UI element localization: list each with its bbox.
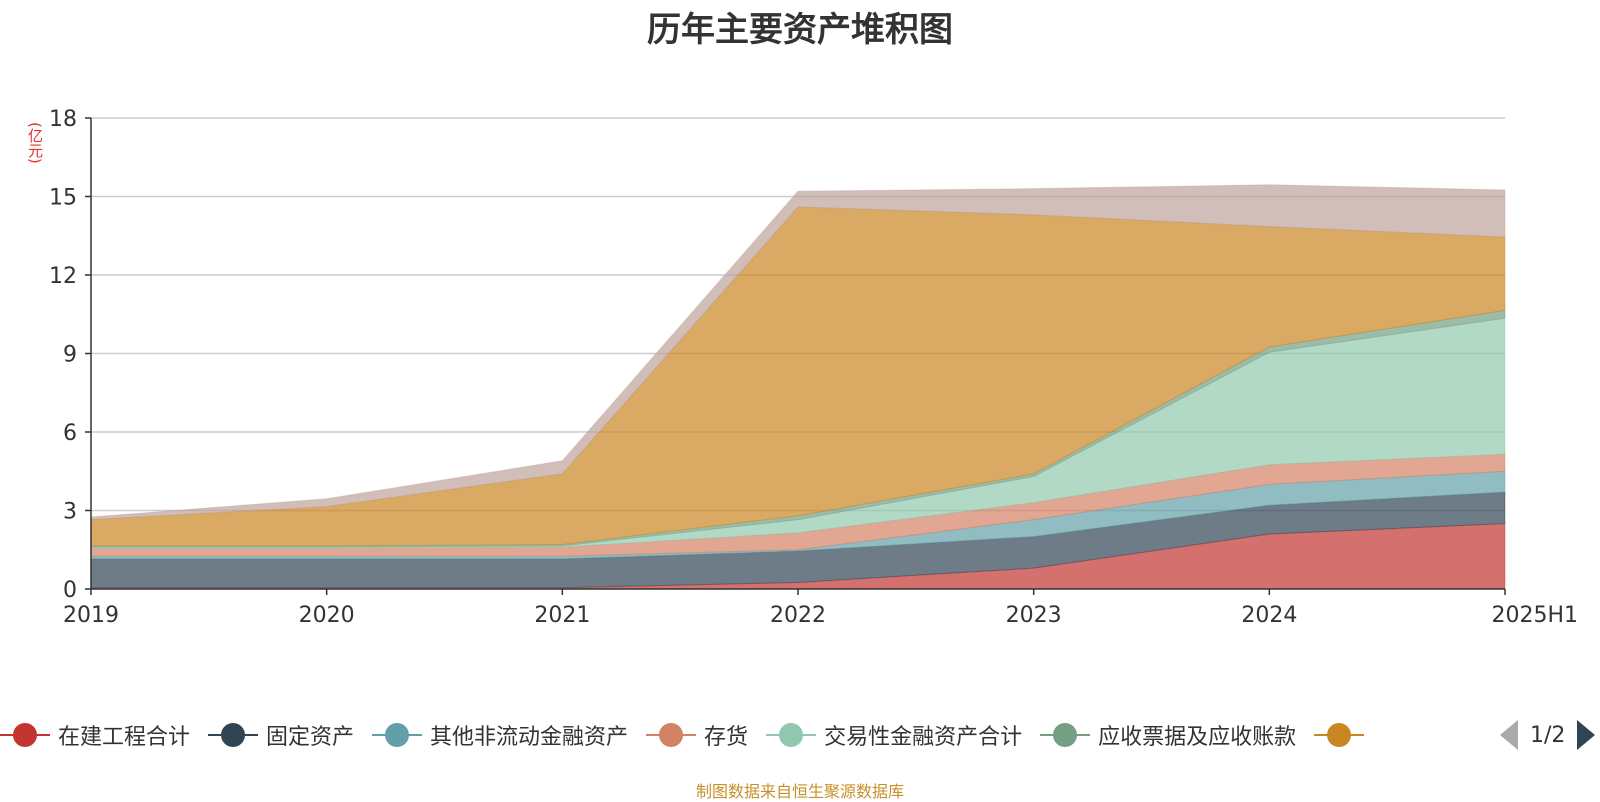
- legend-pager: 1/2: [1500, 718, 1596, 752]
- y-tick-label: 9: [63, 343, 77, 368]
- legend-item-6[interactable]: 应收票据及应收账款: [1040, 719, 1296, 751]
- legend-marker-icon: [208, 723, 259, 747]
- legend-marker-icon: [646, 723, 697, 747]
- y-axis-unit-label: (亿元): [26, 122, 44, 164]
- x-tick-label: 2021: [534, 603, 590, 628]
- x-tick-label: 2019: [63, 603, 119, 628]
- legend-label: 存货: [704, 725, 749, 750]
- area-series-3[interactable]: [90, 470, 1506, 560]
- area-series-7[interactable]: [90, 206, 1506, 547]
- legend-label: 在建工程合计: [58, 725, 191, 750]
- x-tick-label: 2024: [1241, 603, 1297, 628]
- chart-title: 历年主要资产堆积图: [647, 10, 953, 50]
- legend-marker-icon: [372, 723, 423, 747]
- y-tick-label: 0: [63, 578, 77, 603]
- legend-item-2[interactable]: 固定资产: [208, 719, 354, 751]
- triangle-right-icon[interactable]: [1577, 720, 1596, 750]
- y-tick-label: 18: [49, 107, 77, 132]
- legend-marker-icon: [766, 723, 817, 747]
- y-tick-label: 3: [63, 500, 77, 525]
- source-note: 制图数据来自恒生聚源数据库: [695, 782, 904, 801]
- legend-item-4[interactable]: 存货: [646, 719, 748, 751]
- legend-marker-icon: [1040, 723, 1091, 747]
- area-series-6[interactable]: [90, 309, 1506, 548]
- area-series-8[interactable]: [90, 184, 1506, 521]
- legend-item-5[interactable]: 交易性金融资产合计: [766, 719, 1022, 751]
- x-tick-label: 2022: [770, 603, 826, 628]
- y-tick-label: 6: [63, 421, 77, 446]
- legend-label: 其他非流动金融资产: [430, 725, 629, 750]
- x-tick-label: 2025H1: [1491, 603, 1578, 628]
- legend-label: 应收票据及应收账款: [1098, 725, 1297, 750]
- legend-item-7[interactable]: [1314, 723, 1372, 747]
- stacked-area-chart: 0 3 6 9 12 15 18 2019 2020 2021 2022 2023 2024 2025H…: [49, 107, 1578, 628]
- triangle-left-icon[interactable]: [1500, 720, 1518, 750]
- legend-marker-icon: [0, 723, 50, 747]
- x-tick-labels: 2019 2020 2021 2022 2023 2024 2025H1: [63, 603, 1578, 628]
- legend: 在建工程合计 固定资产 其他非流动金融资产 存货 交易性金融资产合计 应收票据及应收账款: [0, 718, 1390, 752]
- y-tick-label: 15: [49, 186, 77, 211]
- legend-item-1[interactable]: 在建工程合计: [0, 719, 190, 751]
- legend-label: 固定资产: [266, 725, 355, 750]
- legend-item-3[interactable]: 其他非流动金融资产: [372, 719, 628, 751]
- y-tick-label: 12: [49, 264, 77, 289]
- legend-marker-icon: [1314, 723, 1365, 747]
- y-tick-labels: 0 3 6 9 12 15 18: [49, 107, 77, 603]
- legend-page-indicator: 1/2: [1530, 722, 1566, 748]
- area-series: [90, 184, 1506, 590]
- x-tick-label: 2023: [1006, 603, 1062, 628]
- axes: [85, 117, 1506, 595]
- x-tick-label: 2020: [299, 603, 355, 628]
- legend-label: 交易性金融资产合计: [824, 725, 1023, 750]
